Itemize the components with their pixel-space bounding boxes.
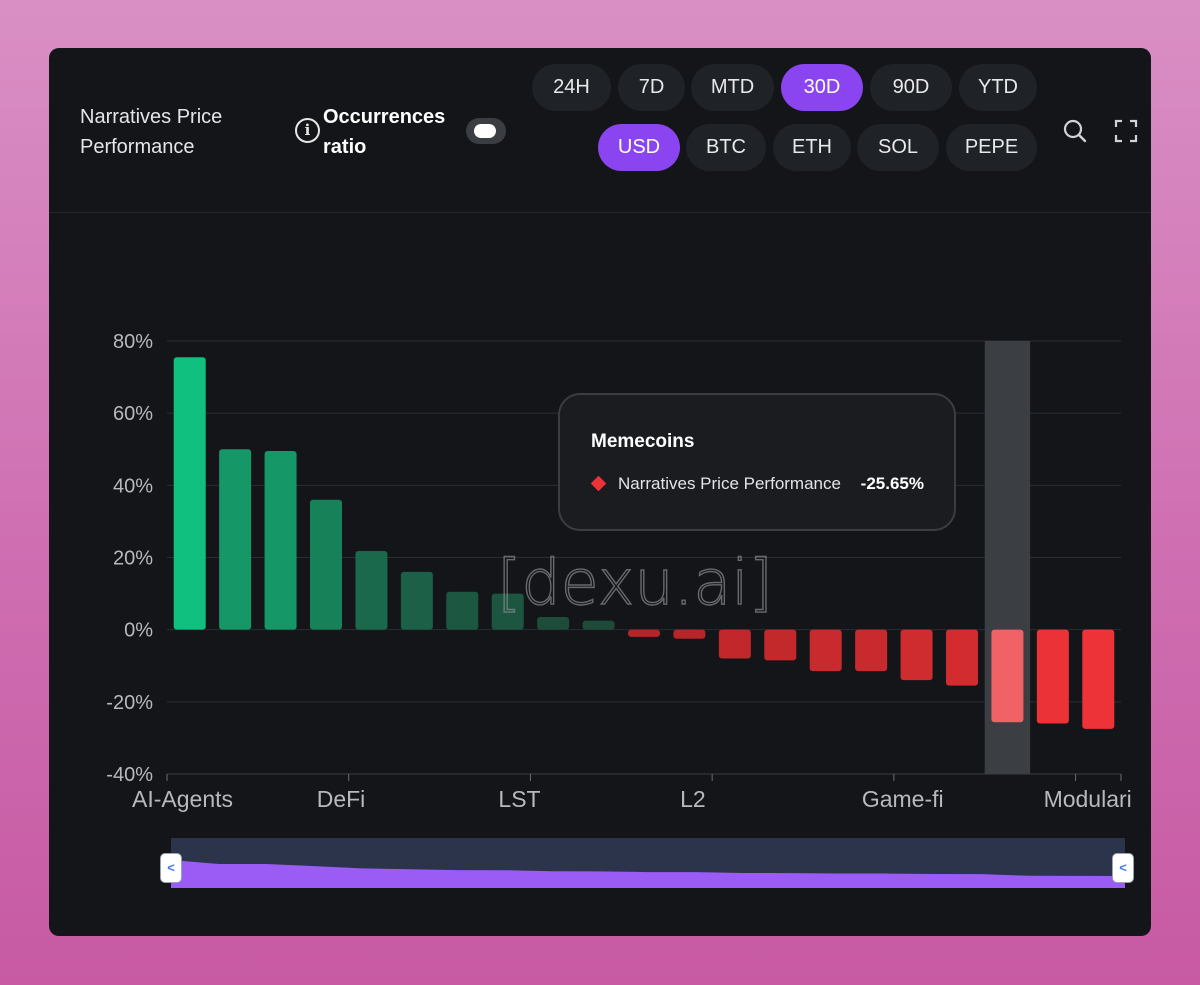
currency-usd-button[interactable]: USD xyxy=(598,124,680,171)
bar[interactable] xyxy=(1036,629,1069,724)
fullscreen-icon[interactable] xyxy=(1113,118,1139,144)
bar[interactable] xyxy=(446,591,479,630)
y-tick-label: 0% xyxy=(124,620,153,642)
bar[interactable] xyxy=(264,451,297,630)
toggle-knob xyxy=(474,124,496,138)
watermark-logo: [dexu.ai] xyxy=(497,546,773,619)
bar[interactable] xyxy=(310,499,342,630)
zoom-handle-left[interactable]: < xyxy=(160,853,182,883)
bar-chart[interactable]: 80% 60% 40% 20% 0% -20% -40% AI-Agents DeFi LST L… xyxy=(49,48,1151,936)
bar[interactable] xyxy=(900,629,933,681)
x-tick-label: AI-Agents xyxy=(132,786,233,812)
timeframe-30d-button[interactable]: 30D xyxy=(781,64,863,111)
bar[interactable] xyxy=(537,617,570,630)
tooltip-title: Memecoins xyxy=(591,431,695,452)
bar[interactable] xyxy=(673,629,706,639)
currency-eth-button[interactable]: ETH xyxy=(773,124,851,171)
occurrences-ratio-toggle[interactable] xyxy=(466,118,506,144)
bar[interactable] xyxy=(400,571,433,630)
bar[interactable] xyxy=(628,629,660,637)
bar[interactable] xyxy=(355,551,388,630)
y-tick-label: 40% xyxy=(113,475,153,497)
chart-title: Narratives Price Performance xyxy=(80,106,223,158)
y-tick-label: -20% xyxy=(106,692,153,714)
y-tick-label: -40% xyxy=(106,764,153,786)
y-tick-label: 20% xyxy=(113,548,153,570)
currency-sol-button[interactable]: SOL xyxy=(857,124,939,171)
bar[interactable] xyxy=(991,629,1024,723)
timeframe-7d-button[interactable]: 7D xyxy=(618,64,685,111)
chart-tooltip: Memecoins Narratives Price Performance -… xyxy=(558,393,956,531)
timeframe-90d-button[interactable]: 90D xyxy=(870,64,952,111)
bar[interactable] xyxy=(718,629,751,659)
bar[interactable] xyxy=(764,629,797,661)
x-tick-label: Game-fi xyxy=(862,786,944,812)
bar[interactable] xyxy=(809,629,842,672)
bar[interactable] xyxy=(946,629,978,686)
timeframe-mtd-button[interactable]: MTD xyxy=(691,64,774,111)
zoom-area xyxy=(171,860,1125,888)
timeframe-24h-button[interactable]: 24H xyxy=(532,64,611,111)
bar[interactable] xyxy=(1082,629,1115,729)
tooltip-series-name: Narratives Price Performance xyxy=(618,474,841,493)
header-divider xyxy=(49,212,1151,213)
currency-btc-button[interactable]: BTC xyxy=(686,124,766,171)
bar[interactable] xyxy=(855,629,888,672)
occurrences-ratio-label: Occurrences ratio xyxy=(323,106,446,158)
timeframe-ytd-button[interactable]: YTD xyxy=(959,64,1037,111)
bar[interactable] xyxy=(491,593,524,630)
search-icon[interactable] xyxy=(1062,118,1088,144)
y-tick-label: 60% xyxy=(113,403,153,425)
data-zoom-slider[interactable] xyxy=(171,838,1125,888)
tooltip-value: -25.65% xyxy=(860,474,924,493)
x-tick-label: L2 xyxy=(680,786,706,812)
bar[interactable] xyxy=(582,620,615,630)
info-icon[interactable]: i xyxy=(295,118,320,143)
x-tick-label: Modulari xyxy=(1044,786,1132,812)
y-tick-label: 80% xyxy=(113,331,153,353)
bar[interactable] xyxy=(173,357,206,630)
chart-card: Narratives Price Performance i Occurrenc… xyxy=(49,48,1151,936)
currency-pepe-button[interactable]: PEPE xyxy=(946,124,1037,171)
x-tick-label: DeFi xyxy=(317,786,366,812)
bar[interactable] xyxy=(219,449,252,630)
x-tick-label: LST xyxy=(498,786,540,812)
zoom-handle-right[interactable]: < xyxy=(1112,853,1134,883)
series-marker-icon xyxy=(590,475,607,492)
